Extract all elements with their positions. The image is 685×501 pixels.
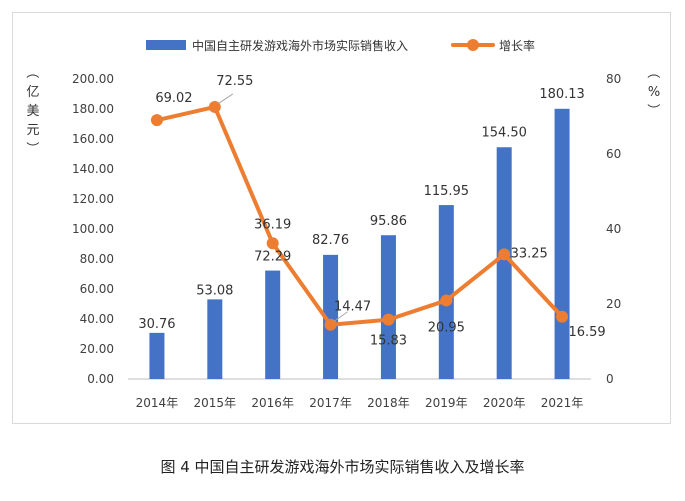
right-axis-label-char: % [648,85,660,100]
bar [265,270,281,379]
left-axis-tick-label: 140.00 [72,162,114,176]
bar [496,147,512,379]
bar-data-label: 72.29 [254,250,291,265]
line-data-label: 20.95 [428,320,465,335]
left-axis-label-char: （ [24,65,39,78]
x-axis-tick-label: 2017年 [309,396,352,410]
right-axis-tick-label: 20 [606,297,621,311]
left-axis-label-char: 元 [26,123,39,138]
left-axis-label-char: 亿 [26,85,39,100]
line-point [556,310,569,323]
line-point [498,248,511,261]
chart-frame: 0.00 20.00 40.00 60.00 80.00 100.00 120.00 140.… [12,12,671,424]
bar-data-label: 53.08 [196,283,233,298]
label-leader-line [333,311,348,323]
bar [554,108,570,380]
x-axis-tick-label: 2019年 [425,396,468,410]
label-leader-line [217,93,234,105]
line-data-label: 72.55 [216,74,253,89]
left-axis-label-char: 美 [26,104,39,119]
left-axis-tick-label: 60.00 [80,282,114,296]
left-axis-tick-label: 100.00 [72,222,114,236]
left-axis-tick-label: 20.00 [80,342,114,356]
left-axis-tick-label: 120.00 [72,192,114,206]
left-axis-tick-label: 200.00 [72,72,114,86]
bar [438,205,454,379]
legend-label: 中国自主研发游戏海外市场实际销售收入 [192,38,408,53]
right-axis-label-char: （ [645,65,660,78]
right-axis-tick-label: 0 [606,372,614,386]
line-point [440,294,453,307]
line-data-label: 16.59 [568,325,605,340]
bar-data-label: 180.13 [539,87,585,102]
line-point [266,237,279,250]
right-axis-tick-label: 80 [606,72,621,86]
x-axis-tick-label: 2020年 [483,396,526,410]
legend-swatch-bar [146,40,186,50]
line-point [382,313,395,326]
x-axis-tick-label: 2014年 [136,396,179,410]
legend-label: 增长率 [499,38,535,53]
x-axis-tick-label: 2021年 [541,396,584,410]
left-axis-tick-label: 160.00 [72,132,114,146]
bar [207,299,223,379]
growth-line [154,104,565,327]
line-data-label: 69.02 [155,91,192,106]
bar [323,254,339,379]
bar [380,235,396,379]
bar-data-label: 95.86 [370,214,407,229]
bar-data-label: 115.95 [424,184,470,199]
bar-data-label: 30.76 [138,317,175,332]
bar-data-label: 82.76 [312,233,349,248]
x-axis-tick-label: 2018年 [367,396,410,410]
left-axis-tick-label: 180.00 [72,102,114,116]
line-data-label: 15.83 [370,334,407,349]
line-data-label: 33.25 [511,246,548,261]
bar-data-label: 154.50 [481,125,527,140]
right-axis-tick-label: 40 [606,222,621,236]
x-axis-tick-label: 2015年 [194,396,237,410]
chart: 0.00 20.00 40.00 60.00 80.00 100.00 120.00 140.… [24,38,660,410]
left-axis-tick-label: 0.00 [87,372,114,386]
left-axis-tick-label: 80.00 [80,252,114,266]
line-data-label: 14.47 [334,300,371,315]
legend-swatch-marker [467,39,479,51]
left-axis-label-char: ） [24,141,39,154]
right-axis-label-char: ） [645,103,660,116]
left-axis-tick-label: 40.00 [80,312,114,326]
line-point [150,114,163,127]
x-axis-tick-label: 2016年 [251,396,294,410]
right-axis-tick-label: 60 [606,147,621,161]
line-data-label: 36.19 [254,217,291,232]
bar [149,332,165,379]
figure-caption: 图 4 中国自主研发游戏海外市场实际销售收入及增长率 [160,458,525,476]
